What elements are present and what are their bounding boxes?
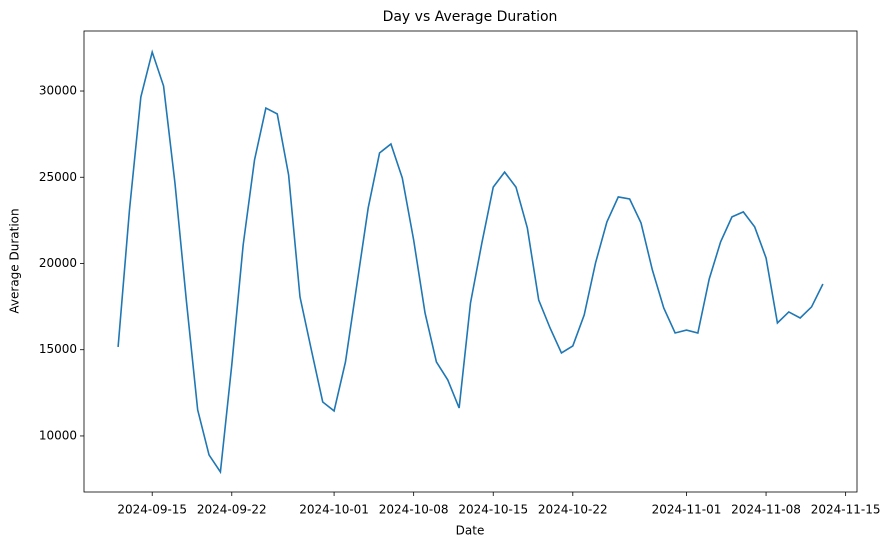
- x-tick-label: 2024-11-01: [652, 503, 722, 517]
- x-tick-label: 2024-11-15: [811, 503, 881, 517]
- x-tick-label: 2024-10-08: [379, 503, 449, 517]
- y-tick-label: 25000: [39, 170, 77, 184]
- x-tick-label: 2024-10-15: [458, 503, 528, 517]
- x-tick-label: 2024-10-01: [299, 503, 369, 517]
- x-tick-label: 2024-09-15: [117, 503, 187, 517]
- plot-frame: [83, 30, 858, 493]
- x-tick-label: 2024-09-22: [197, 503, 267, 517]
- y-tick-label: 10000: [39, 428, 77, 442]
- chart-title: Day vs Average Duration: [383, 9, 558, 25]
- x-axis-label: Date: [456, 524, 485, 538]
- y-tick-label: 30000: [39, 84, 77, 98]
- y-tick-label: 20000: [39, 256, 77, 270]
- x-tick-label: 2024-11-08: [731, 503, 801, 517]
- data-line: [117, 49, 824, 475]
- x-tick-label: 2024-10-22: [538, 503, 608, 517]
- y-axis-label: Average Duration: [8, 208, 22, 313]
- y-tick-label: 15000: [39, 342, 77, 356]
